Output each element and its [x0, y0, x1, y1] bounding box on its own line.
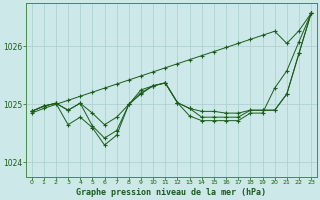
X-axis label: Graphe pression niveau de la mer (hPa): Graphe pression niveau de la mer (hPa): [76, 188, 266, 197]
